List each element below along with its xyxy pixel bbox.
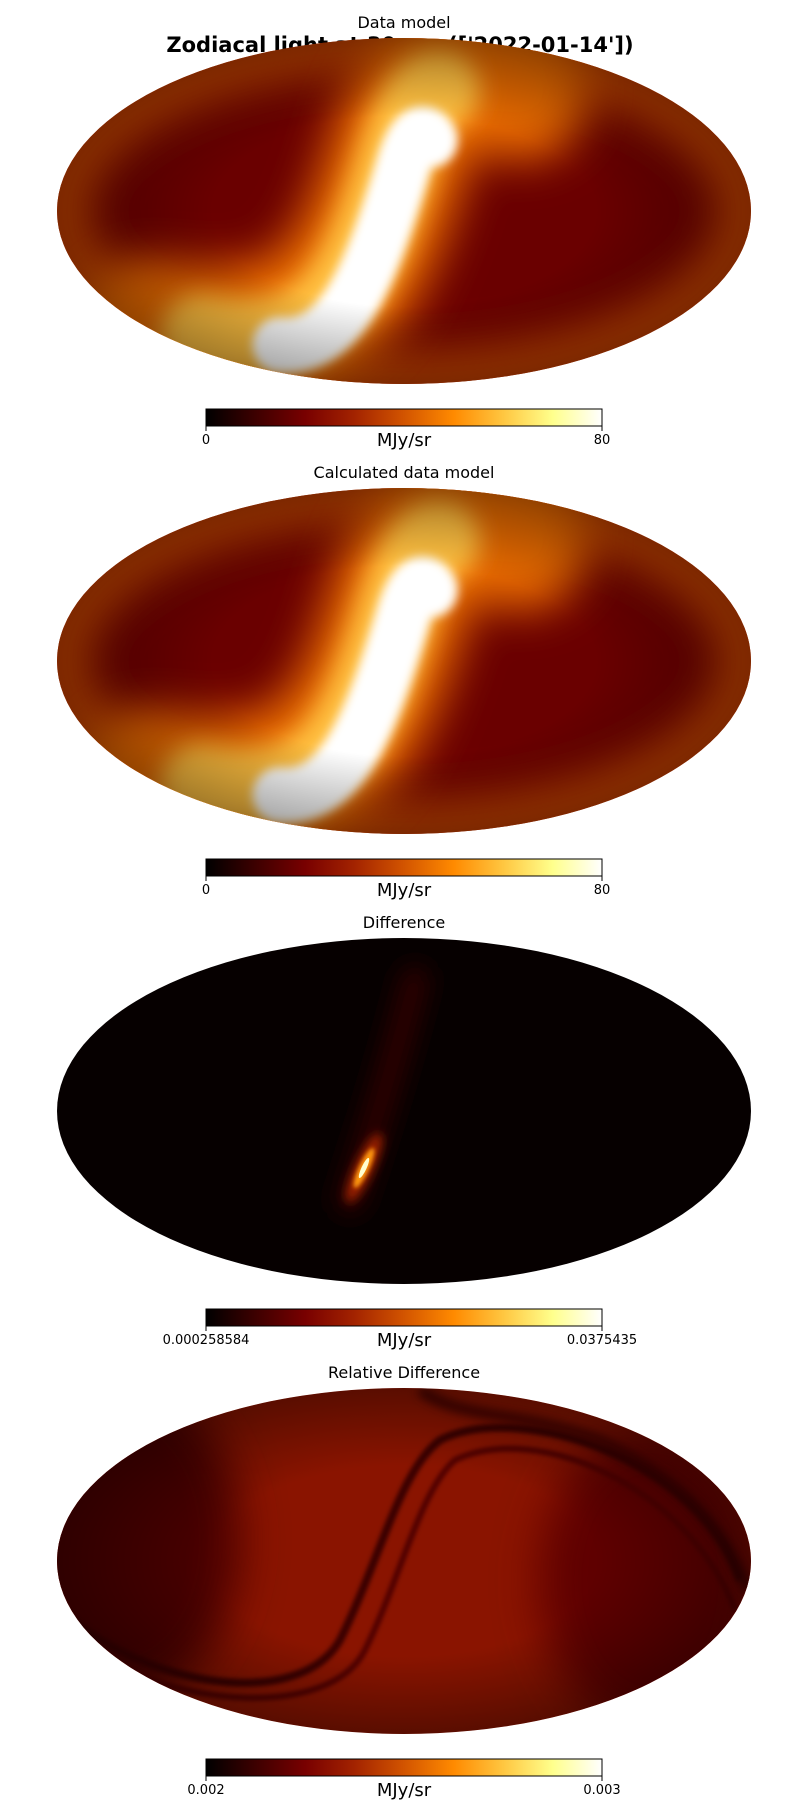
colorbar-unit-label: MJy/sr [377,880,432,901]
colorbar-min-label: 0 [202,433,210,448]
sky-map-vignette [57,488,751,834]
colorbar-max-label: 80 [594,883,611,898]
colorbar [205,1758,603,1777]
panel-calculated-data-model: Calculated data model 0 80 MJy/sr [57,463,751,901]
colorbar-unit-label: MJy/sr [377,1330,432,1351]
colorbar-max-label: 80 [594,433,611,448]
panel-title: Calculated data model [314,463,495,482]
sky-map-vignette [57,38,751,384]
colorbar-max-label: 0.0375435 [567,1333,637,1348]
colorbar [205,408,603,427]
panel-title: Difference [363,913,445,932]
colorbar-min-label: 0.000258584 [163,1333,250,1348]
colorbar-min-label: 0.002 [187,1783,224,1798]
panel-title: Data model [357,13,450,32]
sky-map-vignette [57,1388,751,1734]
colorbar-max-label: 0.003 [583,1783,620,1798]
panel-difference: Difference 0.000258584 0.0375435 MJy/sr [57,913,751,1351]
colorbar [205,858,603,877]
colorbar-unit-label: MJy/sr [377,430,432,451]
panel-data-model: Data model 0 80 MJy/sr [57,13,751,451]
panel-relative-difference: Relative Difference 0.002 0.003 MJy/sr [57,1363,751,1800]
colorbar-min-label: 0 [202,883,210,898]
colorbar-unit-label: MJy/sr [377,1780,432,1800]
difference-hotspot-core [358,1157,370,1179]
panel-title: Relative Difference [328,1363,480,1382]
colorbar [205,1308,603,1327]
